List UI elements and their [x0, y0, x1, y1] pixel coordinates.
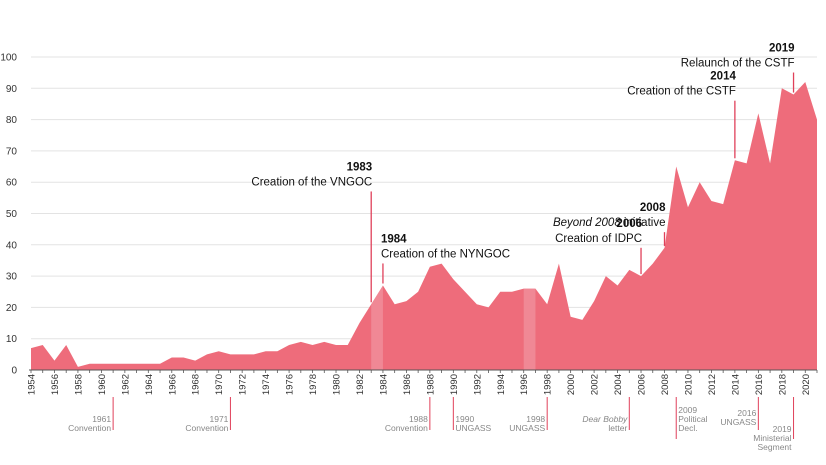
milestone-label: UNGASS [509, 423, 545, 433]
area-fill [31, 82, 817, 370]
milestone-label: Convention [185, 423, 228, 433]
x-tick-label: 1976 [285, 374, 296, 395]
x-tick-label: 1984 [378, 374, 389, 395]
gridlines [31, 56, 817, 340]
x-tick-label: 1968 [191, 374, 202, 395]
event-label-italic: Beyond 2008 [553, 217, 624, 229]
x-tick-label: 2014 [730, 374, 741, 395]
x-axis: 1954 1956 1958 1960 1962 1964 1966 1968 1970 1972… [27, 369, 818, 395]
milestone-label: Political [678, 414, 707, 424]
x-tick-label: 2010 [683, 374, 694, 395]
x-tick-label: 1996 [519, 374, 530, 395]
event-label: Creation of IDPC [555, 233, 642, 245]
x-tick-label: 2006 [637, 374, 648, 395]
x-tick-label: 2000 [566, 374, 577, 395]
event-label-rest: initiative [624, 217, 666, 229]
event-annotations: 1983 Creation of the VNGOC 1984 Creation of… [251, 43, 795, 303]
x-tick-label: 2008 [660, 374, 671, 395]
x-tick-label: 1958 [73, 374, 84, 395]
milestone-label: 1988 [409, 414, 428, 424]
milestone-label: 1971 [210, 414, 229, 424]
y-tick-label: 40 [6, 240, 18, 251]
milestone-label: letter [608, 423, 627, 433]
milestone-label: Convention [385, 423, 428, 433]
milestone-label: 1990 [455, 414, 474, 424]
event-year: 2008 [640, 202, 666, 214]
highlight-band [371, 82, 383, 370]
y-tick-label: 20 [6, 303, 18, 314]
event-label: Creation of the CSTF [627, 86, 736, 98]
event-year: 1984 [381, 233, 407, 245]
x-tick-label: 1980 [332, 374, 343, 395]
x-tick-label: 1962 [120, 374, 131, 395]
event-label: Relaunch of the CSTF [681, 58, 795, 70]
milestone-label: Dear Bobby [582, 414, 628, 424]
milestone-label: Decl. [678, 423, 697, 433]
x-tick-label: 1970 [214, 374, 225, 395]
milestone-label: Convention [68, 423, 111, 433]
y-tick-label: 80 [6, 115, 18, 126]
y-tick-label: 70 [6, 146, 18, 157]
x-tick-label: 1986 [402, 374, 413, 395]
y-tick-label: 0 [11, 366, 17, 377]
x-tick-label: 1982 [355, 374, 366, 395]
x-tick-label: 2020 [801, 374, 812, 395]
x-tick-label: 1992 [472, 374, 483, 395]
event-year: 2006 [616, 218, 642, 230]
milestone-label: 1998 [526, 414, 545, 424]
milestone-label: 2009 [678, 405, 697, 415]
x-tick-label: 1972 [238, 374, 249, 395]
x-tick-label: 1998 [543, 374, 554, 395]
highlight-band [523, 82, 536, 370]
event-year: 2014 [710, 71, 736, 83]
milestone-label: Ministerial [753, 433, 791, 443]
event-label: Creation of the NYNGOC [381, 248, 510, 260]
y-tick-label: 90 [6, 84, 18, 95]
milestone-label: 1961 [92, 414, 111, 424]
milestone-label: UNGASS [720, 417, 756, 427]
event-label: Creation of the VNGOC [251, 176, 372, 188]
y-tick-label: 10 [6, 334, 18, 345]
x-tick-label: 1960 [97, 374, 108, 395]
y-tick-label: 30 [6, 272, 18, 283]
milestone-label: Segment [758, 442, 793, 452]
milestone-label: UNGASS [455, 423, 491, 433]
y-tick-label: 60 [6, 178, 18, 189]
x-tick-label: 2018 [777, 374, 788, 395]
milestone-annotations: 1961Convention1971Convention1988Conventi… [68, 397, 795, 452]
x-tick-label: 1956 [50, 374, 61, 395]
x-tick-label: 1978 [308, 374, 319, 395]
y-tick-label: 50 [6, 209, 18, 220]
x-tick-label: 1964 [144, 374, 155, 395]
x-tick-label: 2016 [754, 374, 765, 395]
event-year: 2019 [769, 43, 795, 55]
x-tick-label: 2012 [707, 374, 718, 395]
milestone-label: 2016 [737, 408, 756, 418]
event-year: 1983 [347, 161, 373, 173]
event-label: Beyond 2008 initiative [553, 217, 666, 229]
y-axis: 0 10 20 30 40 50 60 70 80 90 100 [0, 53, 17, 377]
x-tick-label: 1994 [496, 374, 507, 395]
y-tick-label: 100 [0, 53, 17, 64]
x-tick-label: 1966 [167, 374, 178, 395]
x-tick-label: 2002 [590, 374, 601, 395]
x-tick-label: 2004 [613, 374, 624, 395]
x-tick-label: 1988 [425, 374, 436, 395]
x-tick-label: 1974 [261, 374, 272, 395]
milestone-label: 2019 [773, 424, 792, 434]
x-tick-label: 1954 [27, 374, 38, 395]
x-tick-label: 1990 [449, 374, 460, 395]
